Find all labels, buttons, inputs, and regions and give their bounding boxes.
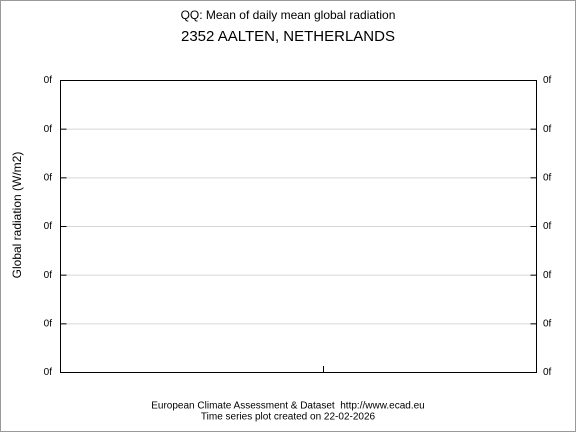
y-tick-label-right: 0f — [543, 318, 552, 329]
y-tick-label-right: 0f — [543, 172, 552, 183]
footer-line: European Climate Assessment & Dataset ht… — [151, 401, 424, 412]
y-tick-label-right: 0f — [543, 270, 552, 281]
y-tick-label: 0f — [44, 124, 53, 135]
y-tick-label-right: 0f — [543, 221, 552, 232]
y-tick-label: 0f — [44, 221, 53, 232]
y-tick-label: 0f — [44, 75, 53, 86]
chart-title: QQ: Mean of daily mean global radiation — [181, 8, 396, 22]
chart-subtitle: 2352 AALTEN, NETHERLANDS — [181, 28, 395, 45]
y-tick-label: 0f — [44, 318, 53, 329]
y-tick-label: 0f — [44, 367, 53, 378]
y-axis-label: Global radiation (W/m2) — [10, 152, 24, 279]
y-tick-label-right: 0f — [543, 75, 552, 86]
y-tick-label: 0f — [44, 270, 53, 281]
y-tick-label: 0f — [44, 172, 53, 183]
y-tick-label-right: 0f — [543, 124, 552, 135]
footer-line: Time series plot created on 22-02-2026 — [201, 412, 376, 423]
y-tick-label-right: 0f — [543, 367, 552, 378]
